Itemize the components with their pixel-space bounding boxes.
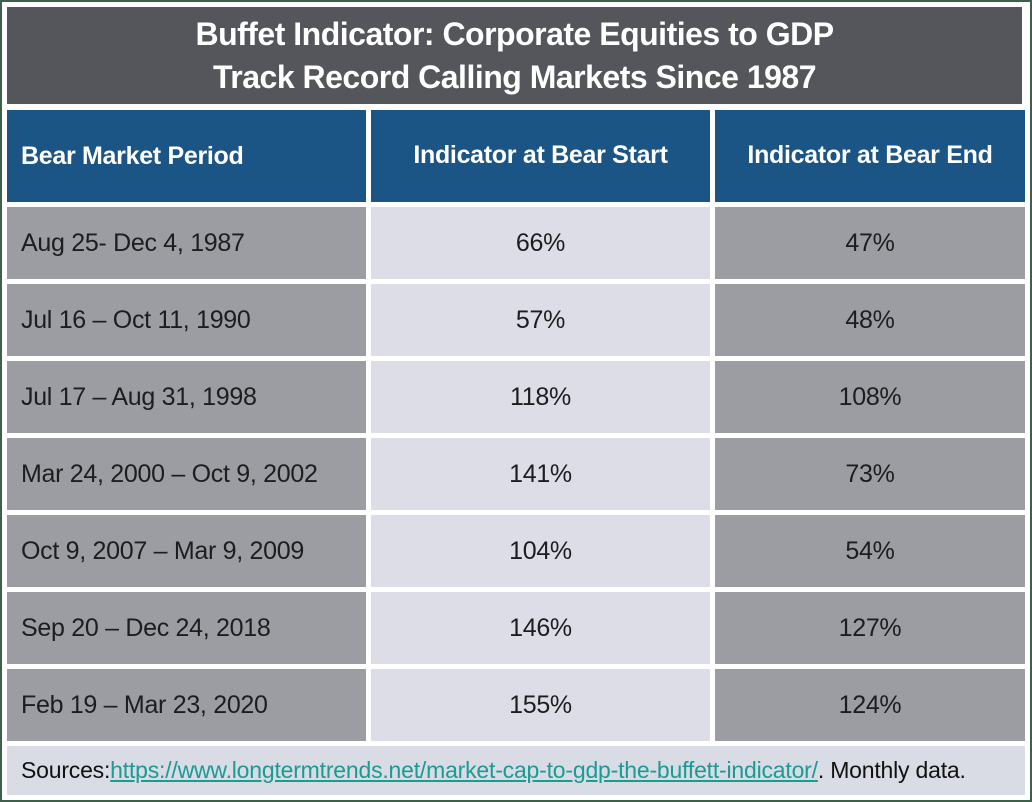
table-cell-end-pct: 108% — [715, 361, 1025, 433]
table-cell-start-pct: 104% — [371, 515, 710, 587]
table-cell-end-pct: 47% — [715, 207, 1025, 279]
table-cell-end-pct: 54% — [715, 515, 1025, 587]
table-cell-period: Jul 16 – Oct 11, 1990 — [7, 284, 366, 356]
table-cell-start-pct: 155% — [371, 669, 710, 741]
sources-footer: Sources: https://www.longtermtrends.net/… — [7, 746, 1025, 795]
page-title-line2: Track Record Calling Markets Since 1987 — [212, 58, 817, 95]
table-cell-period: Mar 24, 2000 – Oct 9, 2002 — [7, 438, 366, 510]
table-cell-start-pct: 57% — [371, 284, 710, 356]
table-cell-start-pct: 118% — [371, 361, 710, 433]
table-cell-period: Sep 20 – Dec 24, 2018 — [7, 592, 366, 664]
column-header-bear-market-period: Bear Market Period — [7, 110, 366, 202]
column-header-indicator-bear-start: Indicator at Bear Start — [371, 110, 710, 202]
table-cell-end-pct: 73% — [715, 438, 1025, 510]
table-cell-period: Oct 9, 2007 – Mar 9, 2009 — [7, 515, 366, 587]
table-cell-start-pct: 141% — [371, 438, 710, 510]
bear-market-table: Bear Market Period Indicator at Bear Sta… — [7, 110, 1025, 795]
page-title: Buffet Indicator: Corporate Equities to … — [7, 7, 1022, 104]
page-title-line1: Buffet Indicator: Corporate Equities to … — [195, 16, 834, 53]
table-cell-period: Aug 25- Dec 4, 1987 — [7, 207, 366, 279]
column-header-indicator-bear-end: Indicator at Bear End — [715, 110, 1025, 202]
source-link[interactable]: https://www.longtermtrends.net/market-ca… — [110, 757, 818, 783]
table-cell-start-pct: 66% — [371, 207, 710, 279]
sources-label: Sources: — [21, 757, 111, 783]
table-cell-end-pct: 48% — [715, 284, 1025, 356]
sources-suffix: . Monthly data. — [817, 757, 966, 783]
table-cell-end-pct: 127% — [715, 592, 1025, 664]
table-cell-start-pct: 146% — [371, 592, 710, 664]
table-cell-period: Jul 17 – Aug 31, 1998 — [7, 361, 366, 433]
table-cell-period: Feb 19 – Mar 23, 2020 — [7, 669, 366, 741]
table-cell-end-pct: 124% — [715, 669, 1025, 741]
